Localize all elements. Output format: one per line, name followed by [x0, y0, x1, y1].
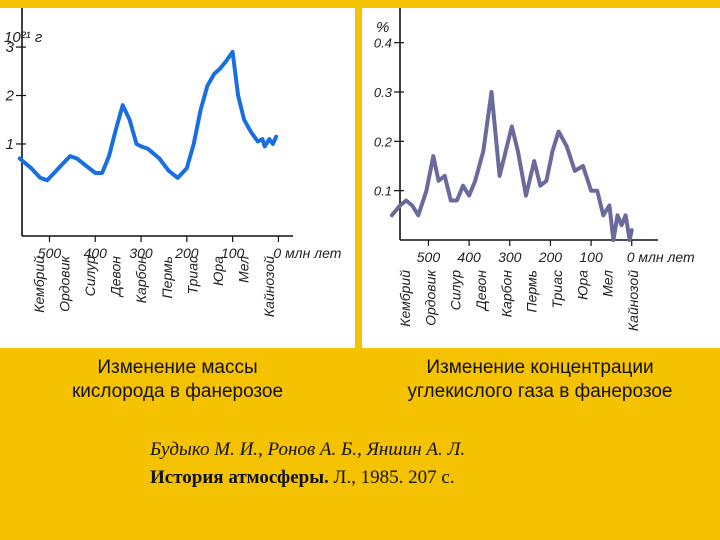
co2-caption: Изменение концентрации углекислого газа …	[360, 356, 720, 404]
co2-series-line	[389, 90, 634, 242]
oxygen-period-label: Девон	[108, 256, 124, 298]
co2-period-label: Пермь	[524, 270, 540, 313]
co2-x-tick-label: 500	[417, 249, 441, 265]
oxygen-y-tick-label: 1	[6, 136, 14, 153]
co2-y-axis-label: %	[376, 19, 389, 36]
oxygen-period-label: Пермь	[159, 256, 175, 299]
co2-x-tick-label: 0 млн лет	[627, 249, 695, 265]
co2-period-label: Силур	[448, 270, 464, 311]
co2-y-tick-label: 0.3	[374, 85, 393, 100]
co2-x-tick-label: 100	[579, 249, 603, 265]
oxygen-y-axis-label: 10²¹ г	[4, 29, 43, 46]
co2-period-label: Юра	[574, 270, 590, 300]
oxygen-period-label: Карбон	[133, 256, 149, 303]
reference-rest: Л., 1985. 207 с.	[328, 467, 455, 488]
oxygen-period-label: Кайнозой	[261, 256, 277, 317]
oxygen-x-tick-label: 300	[129, 245, 153, 261]
co2-caption-line-1: Изменение концентрации	[426, 357, 654, 378]
oxygen-caption-line-1: Изменение массы	[97, 357, 258, 378]
oxygen-caption: Изменение массы кислорода в фанерозое	[0, 356, 355, 404]
oxygen-y-tick-label: 2	[5, 88, 15, 105]
oxygen-chart-panel: 1 2 3 500 400 300 200 100 0 млн лет 10²¹ г Кембрий…	[0, 8, 355, 348]
oxygen-chart: 1 2 3 500 400 300 200 100 0 млн лет 10²¹ г Кембрий…	[4, 8, 342, 317]
reference-title: История атмосферы.	[150, 467, 329, 488]
co2-period-label: Девон	[473, 270, 489, 312]
oxygen-period-label: Мел	[235, 256, 251, 283]
oxygen-x-tick-label: 0 млн лет	[273, 245, 341, 261]
oxygen-period-label: Триас	[184, 256, 200, 294]
co2-chart: 0.1 0.2 0.3 0.4 500 400 300 200 100 0 млн лет% Кем…	[374, 8, 695, 331]
reference-authors: Будыко М. И., Ронов А. Б., Яншин А. Л.	[150, 439, 466, 460]
co2-x-tick-label: 200	[538, 249, 563, 265]
co2-period-label: Ордовик	[422, 269, 438, 326]
oxygen-caption-line-2: кислорода в фанерозое	[71, 381, 284, 402]
co2-chart-panel: 0.1 0.2 0.3 0.4 500 400 300 200 100 0 млн лет% Кем…	[362, 8, 720, 348]
oxygen-x-tick-label: 500	[38, 245, 62, 261]
co2-x-tick-label: 400	[457, 249, 481, 265]
co2-y-tick-label: 0.1	[374, 184, 392, 199]
co2-period-label: Карбон	[498, 270, 514, 317]
oxygen-x-tick-label: 400	[84, 245, 108, 261]
oxygen-period-label: Юра	[210, 256, 226, 286]
co2-period-label: Кайнозой	[625, 270, 641, 331]
oxygen-period-label: Ордовик	[57, 255, 73, 312]
reference: Будыко М. И., Ронов А. Б., Яншин А. Л. И…	[150, 436, 465, 492]
oxygen-period-label: Силур	[82, 256, 98, 297]
oxygen-series-line	[17, 49, 279, 183]
oxygen-y-tick-label: 3	[6, 39, 15, 56]
co2-period-label: Мел	[600, 270, 616, 297]
co2-y-tick-label: 0.4	[374, 36, 392, 51]
co2-period-label: Триас	[549, 270, 565, 308]
co2-caption-line-2: углекислого газа в фанерозое	[407, 381, 673, 402]
co2-period-label: Кембрий	[397, 270, 413, 327]
oxygen-x-tick-label: 200	[174, 245, 199, 261]
co2-x-tick-label: 300	[498, 249, 522, 265]
co2-y-tick-label: 0.2	[374, 134, 393, 149]
oxygen-x-tick-label: 100	[221, 245, 245, 261]
oxygen-period-label: Кембрий	[31, 256, 47, 313]
